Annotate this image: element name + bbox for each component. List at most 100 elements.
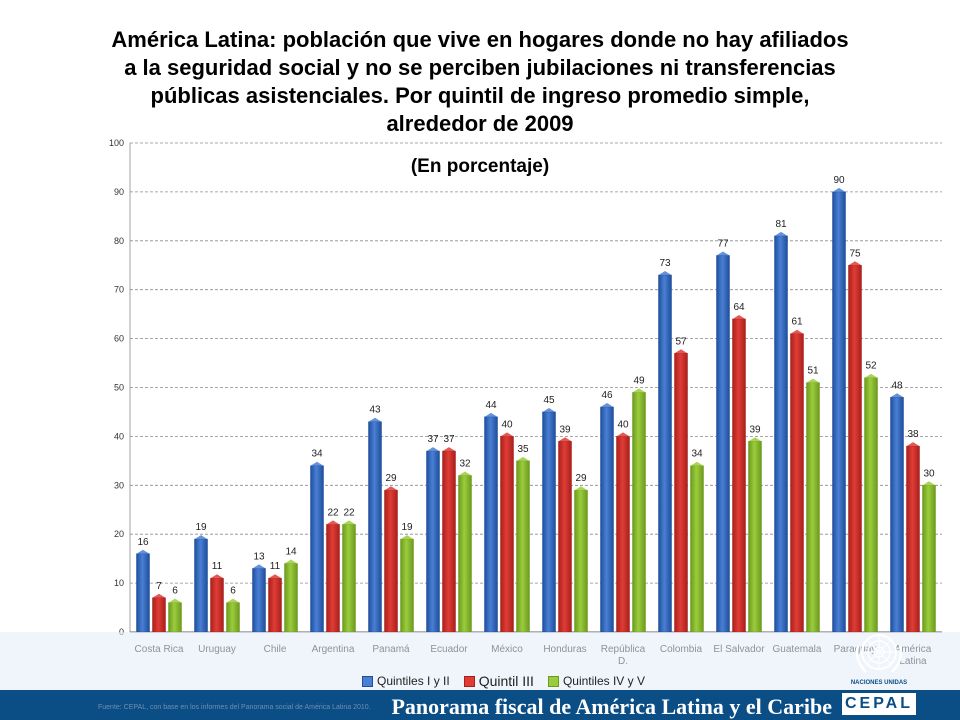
chart-title: América Latina: población que vive en ho… xyxy=(111,27,849,136)
data-label: 34 xyxy=(311,449,323,460)
data-label: 40 xyxy=(501,419,513,430)
data-label: 30 xyxy=(923,468,935,479)
bar-cap xyxy=(716,251,730,256)
bar-cap xyxy=(906,442,920,447)
data-label: 39 xyxy=(559,424,571,435)
y-tick-label: 70 xyxy=(114,285,124,295)
bar-cap xyxy=(806,378,820,383)
bar xyxy=(558,441,572,633)
data-label: 11 xyxy=(270,561,281,572)
un-emblem-icon xyxy=(855,634,903,673)
bar-cap xyxy=(774,231,788,236)
bar-cap xyxy=(558,437,572,442)
bar xyxy=(832,191,846,633)
bar xyxy=(500,436,514,633)
bar-cap xyxy=(426,447,440,452)
bar xyxy=(194,538,208,633)
y-tick-label: 40 xyxy=(114,431,124,441)
bar xyxy=(658,274,672,633)
y-tick-label: 90 xyxy=(114,187,124,197)
data-label: 40 xyxy=(617,419,629,430)
data-label: 46 xyxy=(601,390,613,401)
bar xyxy=(574,489,588,633)
bar xyxy=(748,441,762,633)
bar xyxy=(906,445,920,633)
data-label: 16 xyxy=(137,537,149,548)
bar xyxy=(716,255,730,633)
bar-cap xyxy=(732,315,746,320)
bar xyxy=(368,421,382,633)
data-label: 34 xyxy=(691,449,703,460)
data-label: 29 xyxy=(575,473,587,484)
bar-cap xyxy=(400,535,414,540)
legend-label: Quintiles I y II xyxy=(377,674,450,688)
data-label: 11 xyxy=(212,561,223,572)
bar-cap xyxy=(922,481,936,486)
bar-cap xyxy=(458,471,472,476)
data-label: 61 xyxy=(791,317,803,328)
footer-title: Panorama fiscal de América Latina y el C… xyxy=(391,694,832,719)
data-label: 44 xyxy=(485,400,497,411)
data-label: 90 xyxy=(833,175,845,186)
bar xyxy=(384,489,398,633)
bar-cap xyxy=(310,461,324,466)
bottom-band xyxy=(0,632,960,690)
data-label: 43 xyxy=(369,405,381,416)
bar xyxy=(226,602,240,633)
bar-cap xyxy=(790,329,804,334)
data-label: 52 xyxy=(865,361,877,372)
bar-cap xyxy=(748,437,762,442)
bar-cap xyxy=(616,432,630,437)
y-tick-label: 60 xyxy=(114,334,124,344)
data-label: 38 xyxy=(907,429,919,440)
data-label: 19 xyxy=(195,522,207,533)
legend-item: Quintil III xyxy=(463,673,534,689)
bar-cap xyxy=(574,486,588,491)
data-label: 73 xyxy=(659,258,671,269)
bar xyxy=(732,318,746,633)
data-label: 64 xyxy=(733,302,745,313)
bar-cap xyxy=(384,486,398,491)
data-label: 48 xyxy=(891,380,903,391)
data-label: 35 xyxy=(517,444,529,455)
data-label: 7 xyxy=(156,581,162,592)
bar xyxy=(516,460,530,633)
bar xyxy=(136,553,150,633)
bar-cap xyxy=(226,598,240,603)
bar-cap xyxy=(268,574,282,579)
data-label: 51 xyxy=(807,366,819,377)
data-label: 37 xyxy=(427,434,439,445)
bar xyxy=(152,597,166,633)
bar-cap xyxy=(484,412,498,417)
bar xyxy=(690,465,704,633)
bar-cap xyxy=(342,520,356,525)
y-tick-label: 20 xyxy=(114,529,124,539)
bar xyxy=(210,577,224,633)
bar xyxy=(790,333,804,633)
bar-cap xyxy=(832,187,846,192)
bar-cap xyxy=(674,349,688,354)
data-label: 39 xyxy=(749,424,761,435)
bar xyxy=(922,485,936,633)
bar xyxy=(342,524,356,633)
un-label: NACIONES UNIDAS xyxy=(850,680,908,686)
bar xyxy=(252,568,266,633)
legend-item: Quintiles I y II xyxy=(362,674,450,688)
bar xyxy=(674,353,688,633)
bar-cap xyxy=(194,535,208,540)
bar-cap xyxy=(326,520,340,525)
bar-cap xyxy=(152,593,166,598)
legend-swatch xyxy=(463,675,475,687)
bar xyxy=(890,397,904,633)
bar-cap xyxy=(690,461,704,466)
bar xyxy=(806,382,820,633)
data-label: 29 xyxy=(385,473,397,484)
data-label: 37 xyxy=(443,434,455,445)
bar xyxy=(864,377,878,633)
bar xyxy=(848,265,862,633)
bar-cap xyxy=(168,598,182,603)
bar-cap xyxy=(210,574,224,579)
bar-cap xyxy=(542,407,556,412)
bar-cap xyxy=(284,559,298,564)
y-tick-label: 100 xyxy=(109,138,124,148)
